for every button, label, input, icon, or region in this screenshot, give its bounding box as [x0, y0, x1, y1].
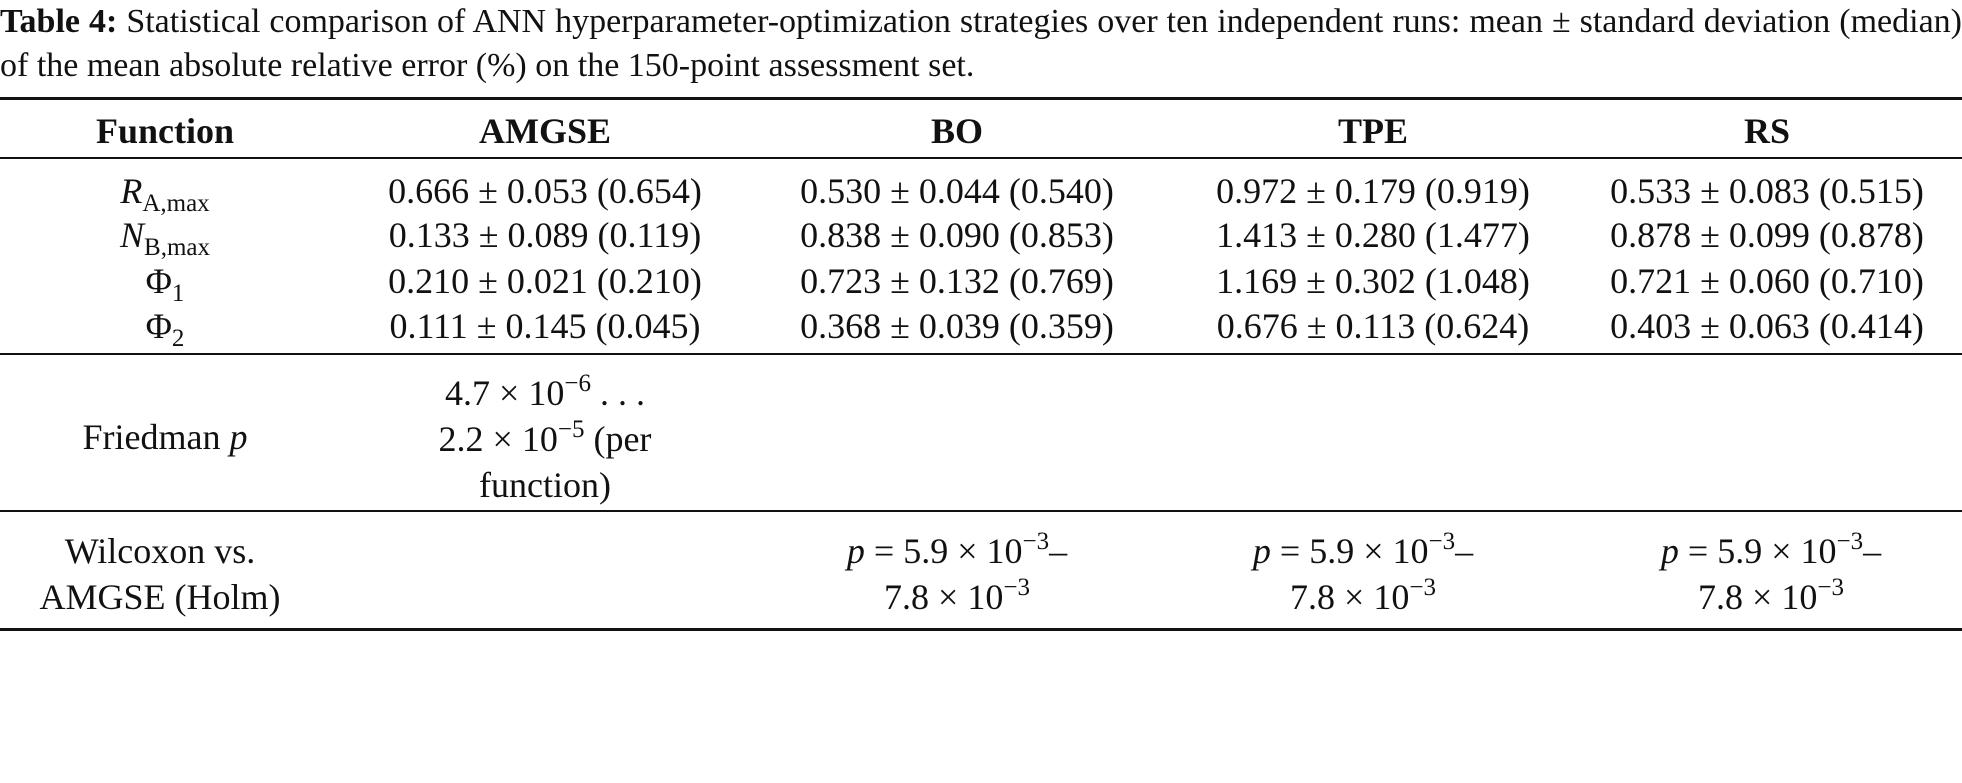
table-cell: 0.972 ± 0.179 (0.919) [1216, 171, 1530, 211]
header-amgse: AMGSE [478, 111, 611, 151]
row-function-label: Φ2 [145, 306, 185, 352]
table-cell: 0.210 ± 0.021 (0.210) [388, 261, 702, 301]
top-rule [0, 97, 1962, 100]
row-function-label: NB,max [120, 215, 210, 261]
friedman-label: Friedman p [82, 417, 248, 457]
caption-label: Table 4: [0, 3, 118, 40]
row-function-label: Φ1 [145, 261, 185, 307]
table-cell: 0.533 ± 0.083 (0.515) [1610, 171, 1924, 211]
row-function-label: RA,max [120, 171, 210, 217]
table-cell: 0.368 ± 0.039 (0.359) [800, 306, 1114, 346]
table-cell: 0.530 ± 0.044 (0.540) [800, 171, 1114, 211]
header-rule [0, 157, 1962, 159]
wilcoxon-tpe: p = 5.9 × 10−3– 7.8 × 10−3 [1252, 528, 1474, 617]
wilcoxon-rs: p = 5.9 × 10−3– 7.8 × 10−3 [1660, 528, 1882, 617]
table-cell: 1.413 ± 0.280 (1.477) [1216, 215, 1530, 255]
header-function: Function [95, 111, 235, 151]
table-cell: 0.721 ± 0.060 (0.710) [1610, 261, 1924, 301]
table-cell: 0.666 ± 0.053 (0.654) [388, 171, 702, 211]
table-cell: 0.403 ± 0.063 (0.414) [1610, 306, 1924, 346]
bottom-rule [0, 628, 1962, 631]
header-rs: RS [1743, 111, 1791, 151]
wilcoxon-bo: p = 5.9 × 10−3– 7.8 × 10−3 [846, 528, 1068, 617]
header-tpe: TPE [1337, 111, 1408, 151]
table-cell: 1.169 ± 0.302 (1.048) [1216, 261, 1530, 301]
table-cell: 0.676 ± 0.113 (0.624) [1216, 306, 1530, 346]
body-rule [0, 353, 1962, 355]
table-cell: 0.878 ± 0.099 (0.878) [1610, 215, 1924, 255]
table-cell: 0.723 ± 0.132 (0.769) [800, 261, 1114, 301]
table-cell: 0.133 ± 0.089 (0.119) [388, 215, 702, 255]
table-cell: 0.838 ± 0.090 (0.853) [800, 215, 1114, 255]
caption-text: Statistical comparison of ANN hyperparam… [0, 3, 1962, 84]
header-bo: BO [930, 111, 983, 151]
table-cell: 0.111 ± 0.145 (0.045) [389, 306, 701, 346]
wilcoxon-label: Wilcoxon vs. AMGSE (Holm) [39, 531, 281, 617]
table-caption: Table 4: Statistical comparison of ANN h… [0, 0, 1962, 88]
friedman-value: 4.7 × 10−6 . . . 2.2 × 10−5 (per functio… [438, 370, 652, 505]
friedman-rule [0, 510, 1962, 512]
